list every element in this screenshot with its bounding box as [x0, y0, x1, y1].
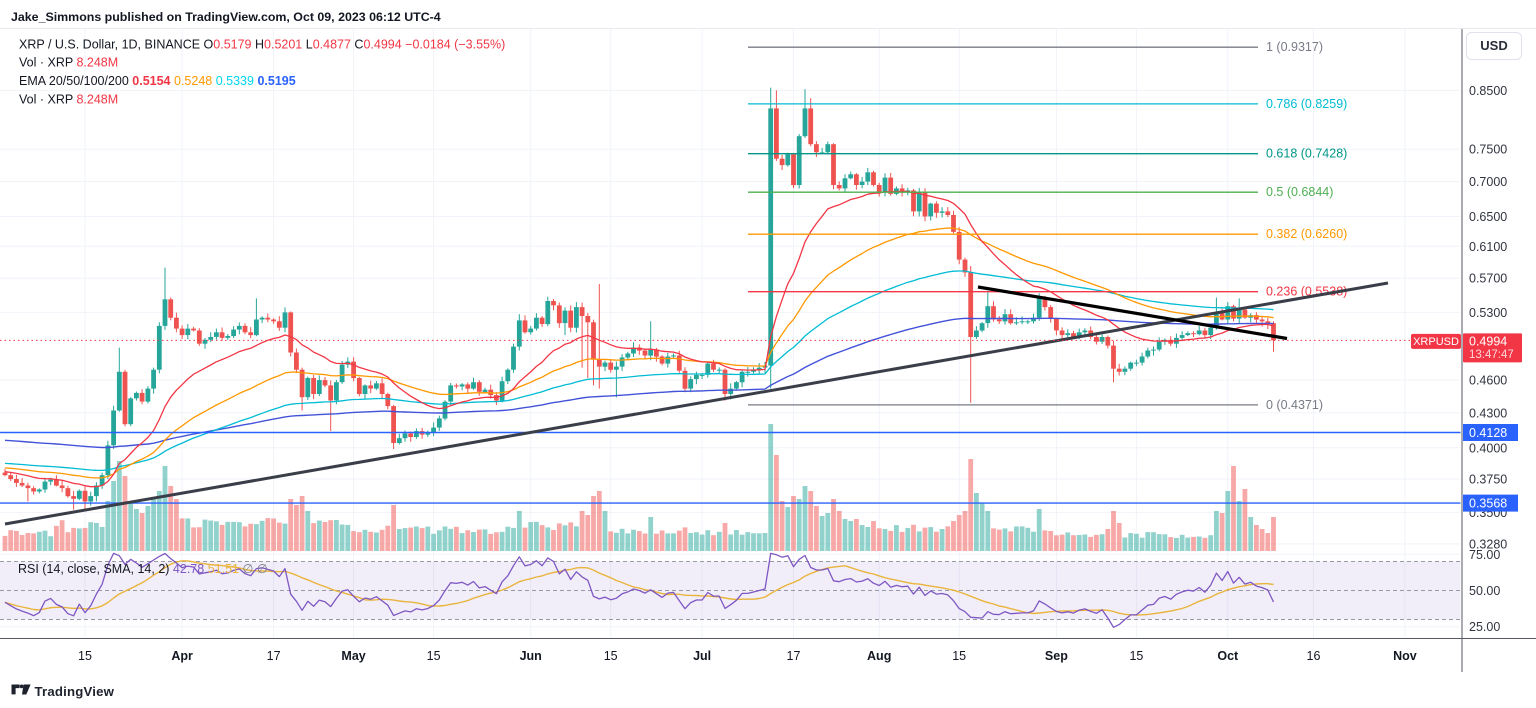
svg-text:TradingView: TradingView: [35, 684, 115, 699]
svg-text:0.7500: 0.7500: [1469, 143, 1507, 157]
svg-text:0.618 (0.7428): 0.618 (0.7428): [1266, 147, 1347, 161]
svg-text:17: 17: [267, 649, 281, 663]
svg-text:0.6100: 0.6100: [1469, 240, 1507, 254]
svg-text:XRPUSD: XRPUSD: [1413, 336, 1459, 348]
svg-text:0.4000: 0.4000: [1469, 441, 1507, 455]
svg-text:17: 17: [787, 649, 801, 663]
svg-text:1 (0.9317): 1 (0.9317): [1266, 40, 1323, 54]
svg-text:0.4300: 0.4300: [1469, 406, 1507, 420]
svg-text:0.236 (0.5538): 0.236 (0.5538): [1266, 285, 1347, 299]
svg-text:0.5700: 0.5700: [1469, 272, 1507, 286]
svg-text:XRP / U.S. Dollar, 1D, BINANCE: XRP / U.S. Dollar, 1D, BINANCE O0.5179 H…: [19, 38, 505, 52]
svg-text:Apr: Apr: [171, 649, 193, 663]
svg-text:Oct: Oct: [1217, 649, 1239, 663]
svg-text:0.786 (0.8259): 0.786 (0.8259): [1266, 97, 1347, 111]
svg-text:0 (0.4371): 0 (0.4371): [1266, 398, 1323, 412]
svg-text:Jun: Jun: [520, 649, 542, 663]
svg-text:RSI (14, close, SMA, 14, 2) 4: RSI (14, close, SMA, 14, 2) 42.78 51.51 …: [18, 562, 268, 576]
svg-text:0.3750: 0.3750: [1469, 473, 1507, 487]
svg-text:0.4600: 0.4600: [1469, 374, 1507, 388]
svg-text:0.4128: 0.4128: [1469, 426, 1507, 440]
svg-text:25.00: 25.00: [1469, 620, 1500, 634]
svg-text:15: 15: [427, 649, 441, 663]
svg-text:0.7000: 0.7000: [1469, 175, 1507, 189]
svg-text:15: 15: [952, 649, 966, 663]
svg-text:0.5300: 0.5300: [1469, 306, 1507, 320]
svg-text:EMA 20/50/100/200 0.5154 0.5: EMA 20/50/100/200 0.5154 0.5248 0.5339 0…: [19, 74, 296, 88]
svg-text:Jul: Jul: [693, 649, 711, 663]
svg-text:50.00: 50.00: [1469, 584, 1500, 598]
svg-text:0.5 (0.6844): 0.5 (0.6844): [1266, 185, 1333, 199]
svg-text:0.382 (0.6260): 0.382 (0.6260): [1266, 227, 1347, 241]
svg-text:USD: USD: [1480, 38, 1507, 53]
svg-text:0.6500: 0.6500: [1469, 210, 1507, 224]
svg-text:13:47:47: 13:47:47: [1469, 349, 1514, 361]
svg-text:0.4994: 0.4994: [1469, 334, 1507, 348]
svg-text:0.3280: 0.3280: [1469, 537, 1507, 551]
svg-text:May: May: [341, 649, 365, 663]
svg-text:0.3568: 0.3568: [1469, 497, 1507, 511]
svg-text:Nov: Nov: [1393, 649, 1417, 663]
svg-text:Sep: Sep: [1045, 649, 1068, 663]
svg-text:15: 15: [604, 649, 618, 663]
svg-text:Vol · XRP 8.248M: Vol · XRP 8.248M: [19, 56, 118, 70]
svg-text:Aug: Aug: [867, 649, 891, 663]
svg-text:15: 15: [78, 649, 92, 663]
svg-text:15: 15: [1129, 649, 1143, 663]
svg-text:75.00: 75.00: [1469, 548, 1500, 562]
svg-text:Jake_Simmons published on Trad: Jake_Simmons published on TradingView.co…: [11, 10, 441, 24]
svg-text:16: 16: [1307, 649, 1321, 663]
svg-text:Vol · XRP 8.248M: Vol · XRP 8.248M: [19, 93, 118, 107]
svg-text:0.8500: 0.8500: [1469, 84, 1507, 98]
